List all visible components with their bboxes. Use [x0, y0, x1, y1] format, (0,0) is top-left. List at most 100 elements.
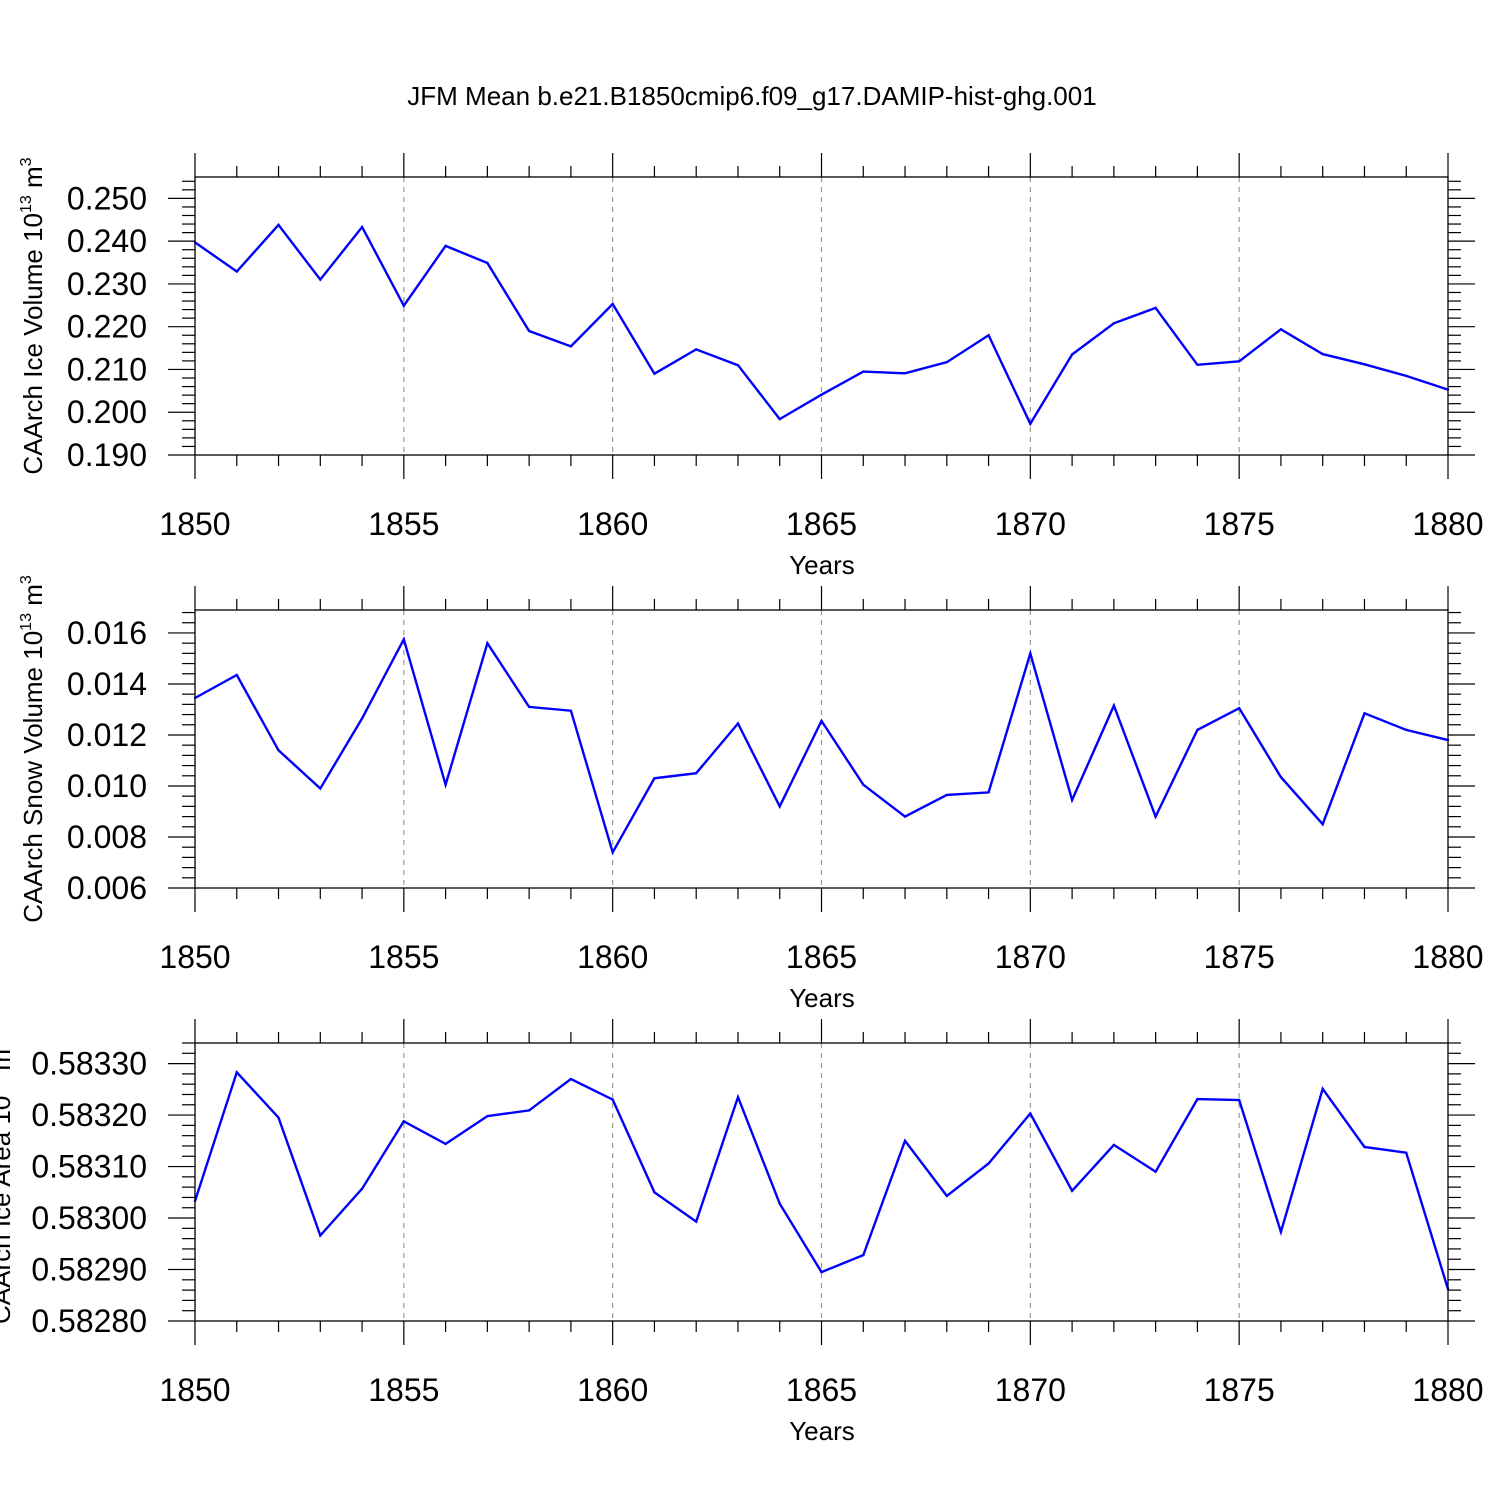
x-axis-label: Years: [789, 550, 855, 580]
data-point: [402, 1120, 406, 1123]
chart-grid: [403, 610, 1240, 888]
x-tick-label: 1875: [1204, 1372, 1275, 1408]
data-point: [402, 638, 406, 641]
y-tick-labels: 0.190 0.200 0.210 0.220 0.230 0.240 0.250: [67, 180, 147, 473]
data-point: [1112, 704, 1116, 707]
chart-ticks: [168, 1019, 1475, 1345]
data-point: [653, 1191, 656, 1194]
data-point: [1279, 1230, 1283, 1234]
data-point: [1196, 363, 1199, 366]
y-tick-label: 0.008: [67, 819, 147, 855]
chart-ticks: [168, 153, 1475, 479]
y-tick-label: 0.220: [67, 309, 147, 345]
data-point: [778, 417, 781, 421]
data-point: [1070, 1189, 1074, 1192]
plot-frame: [194, 176, 1449, 456]
data-point: [945, 1194, 948, 1198]
x-tick-label: 1850: [159, 1372, 230, 1408]
data-point: [778, 1202, 781, 1205]
x-tick-label: 1855: [368, 506, 439, 542]
x-tick-label: 1865: [786, 1372, 857, 1408]
x-tick-label: 1870: [995, 506, 1066, 542]
data-point: [319, 787, 322, 790]
data-point: [611, 302, 614, 306]
data-point: [1405, 728, 1408, 732]
x-tick-labels: 1850 1855 1860 1865 1870 1875 1880: [159, 939, 1483, 975]
x-tick-label: 1875: [1204, 939, 1275, 975]
data-point: [945, 360, 948, 364]
x-tick-label: 1875: [1204, 506, 1275, 542]
data-point: [1279, 775, 1283, 779]
y-tick-label: 0.210: [67, 351, 147, 387]
data-point: [569, 709, 573, 712]
data-point: [862, 1253, 865, 1257]
data-point: [1237, 706, 1241, 710]
x-tick-label: 1865: [786, 506, 857, 542]
x-tick-label: 1860: [577, 506, 648, 542]
data-point: [820, 393, 823, 396]
y-tick-label: 0.58320: [31, 1097, 147, 1133]
y-tick-label: 0.230: [67, 266, 147, 302]
data-point: [1070, 798, 1074, 802]
data-point: [527, 1109, 531, 1112]
data-point: [1154, 1170, 1157, 1173]
data-point: [987, 334, 990, 337]
data-point: [1405, 374, 1408, 378]
x-tick-label: 1880: [1412, 1372, 1483, 1408]
data-point: [1237, 1098, 1241, 1102]
data-point: [820, 719, 823, 723]
data-point: [945, 793, 948, 797]
y-tick-label: 0.010: [67, 768, 147, 804]
x-tick-label: 1850: [159, 506, 230, 542]
y-tick-label: 0.006: [67, 870, 147, 906]
y-tick-label: 0.250: [67, 180, 147, 216]
data-point: [1363, 363, 1366, 366]
panel-ice-area: CAArch Ice Area 1013 m2 Years 0.582800.5…: [0, 1019, 1484, 1446]
data-point: [862, 783, 865, 786]
data-point: [527, 705, 531, 709]
data-point: [1070, 353, 1074, 356]
chart-series: [193, 636, 1450, 856]
data-point: [903, 815, 907, 818]
data-point: [736, 363, 740, 367]
data-point: [1154, 306, 1157, 310]
data-point: [360, 1187, 364, 1190]
data-point: [1154, 815, 1157, 818]
data-point: [444, 783, 447, 786]
y-tick-label: 0.190: [67, 437, 147, 473]
data-point: [1112, 1143, 1116, 1147]
data-point: [736, 1095, 740, 1099]
data-point: [1321, 1087, 1324, 1091]
chart-series: [193, 223, 1450, 427]
data-point: [486, 641, 489, 645]
y-axis-label: CAArch Ice Area 1013 m2: [0, 1040, 16, 1324]
data-point: [778, 805, 781, 808]
data-point: [319, 1234, 322, 1237]
data-point: [611, 851, 614, 854]
chart-grid: [403, 1043, 1240, 1321]
x-tick-label: 1870: [995, 1372, 1066, 1408]
data-point: [653, 777, 656, 780]
x-axis-label: Years: [789, 1416, 855, 1446]
panel-snow-volume: CAArch Snow Volume 1013 m3 Years 0.0060.…: [18, 575, 1484, 1013]
x-tick-label: 1870: [995, 939, 1066, 975]
y-tick-label: 0.016: [67, 615, 147, 651]
x-tick-label: 1850: [159, 939, 230, 975]
data-point: [1405, 1151, 1408, 1154]
data-point: [569, 1077, 573, 1081]
data-point: [653, 372, 656, 375]
data-point: [444, 1142, 447, 1146]
y-tick-label: 0.58300: [31, 1200, 147, 1236]
data-point: [360, 717, 364, 720]
data-point: [277, 749, 280, 752]
plot-frame: [194, 1042, 1449, 1322]
data-point: [987, 791, 990, 794]
x-tick-label: 1880: [1412, 939, 1483, 975]
data-point: [862, 370, 865, 373]
data-point: [527, 329, 531, 333]
chart-ticks: [168, 586, 1475, 912]
y-tick-label: 0.240: [67, 223, 147, 259]
data-point: [235, 1071, 238, 1074]
data-point: [903, 1139, 907, 1143]
